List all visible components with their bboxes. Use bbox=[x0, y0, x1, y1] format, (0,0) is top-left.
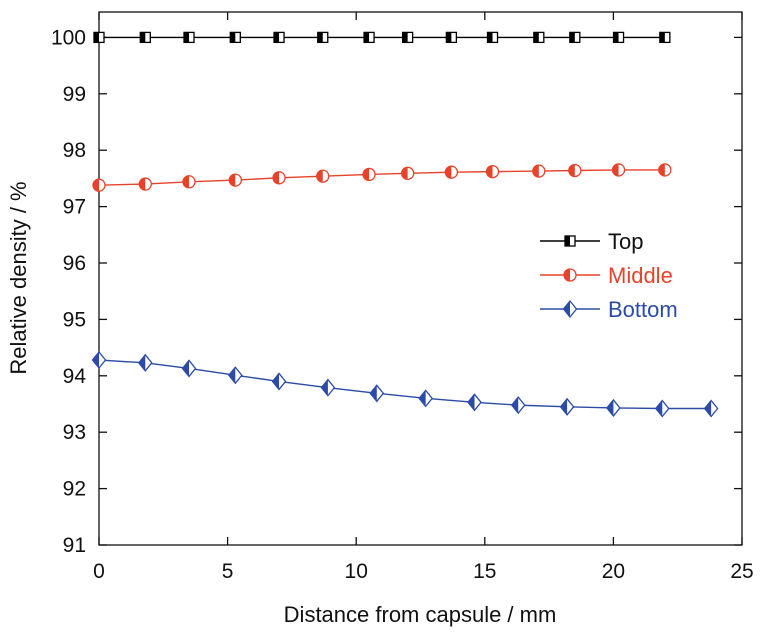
data-point-top bbox=[363, 31, 375, 44]
data-point-top bbox=[401, 31, 414, 44]
data-point-middle bbox=[568, 163, 582, 178]
data-point-middle bbox=[228, 173, 242, 187]
data-point-top bbox=[569, 31, 581, 44]
series-top bbox=[93, 31, 671, 44]
legend-item-bottom: Bottom bbox=[540, 297, 678, 322]
data-point-top bbox=[486, 31, 499, 44]
data-point-bottom bbox=[703, 399, 719, 418]
data-point-top bbox=[183, 31, 195, 44]
x-tick-label: 25 bbox=[730, 560, 753, 583]
y-tick-label: 93 bbox=[63, 421, 86, 444]
y-tick-label: 92 bbox=[63, 478, 86, 501]
data-point-top bbox=[317, 31, 329, 44]
data-point-bottom bbox=[369, 384, 385, 403]
legend-marker bbox=[563, 268, 577, 282]
legend-label: Middle bbox=[608, 263, 673, 288]
data-point-bottom bbox=[137, 353, 153, 372]
series-bottom bbox=[91, 350, 719, 418]
data-point-middle bbox=[532, 164, 546, 178]
data-point-middle bbox=[444, 165, 459, 179]
y-axis-title: Relative density / % bbox=[6, 181, 31, 374]
data-point-top bbox=[139, 31, 151, 44]
data-point-bottom bbox=[559, 397, 575, 416]
x-tick-label: 20 bbox=[602, 560, 625, 583]
y-tick-label: 97 bbox=[63, 196, 86, 219]
y-tick-label: 100 bbox=[51, 26, 86, 49]
data-point-middle bbox=[611, 163, 626, 177]
data-point-bottom bbox=[510, 396, 526, 415]
data-point-bottom bbox=[91, 350, 107, 370]
y-tick-label: 94 bbox=[63, 365, 87, 388]
series-middle bbox=[92, 163, 672, 192]
legend: Top Middle Bottom bbox=[540, 229, 678, 322]
data-point-middle bbox=[485, 164, 500, 179]
axis-ticks: 0 5 10 15 20 25 91 92 93 94 95 96 97 98 99 100 bbox=[51, 12, 754, 583]
data-point-bottom bbox=[418, 389, 433, 408]
data-point-top bbox=[533, 31, 545, 44]
data-point-bottom bbox=[606, 398, 621, 417]
data-point-middle bbox=[138, 177, 152, 191]
y-tick-label: 91 bbox=[63, 534, 86, 557]
data-point-top bbox=[445, 31, 458, 44]
data-point-middle bbox=[658, 163, 672, 177]
data-point-top bbox=[273, 31, 285, 44]
data-point-middle bbox=[316, 169, 330, 183]
data-point-top bbox=[612, 31, 625, 44]
plot-frame bbox=[98, 11, 743, 546]
y-tick-label: 99 bbox=[63, 83, 86, 106]
x-tick-label: 5 bbox=[222, 560, 234, 583]
data-point-middle bbox=[272, 171, 286, 185]
x-axis-title: Distance from capsule / mm bbox=[284, 602, 557, 627]
legend-marker bbox=[562, 299, 578, 319]
legend-marker bbox=[564, 235, 576, 247]
data-point-top bbox=[93, 31, 105, 44]
legend-label: Top bbox=[608, 229, 643, 254]
series-layer bbox=[91, 31, 719, 418]
series-line-bottom bbox=[98, 359, 712, 410]
y-tick-label: 95 bbox=[63, 308, 86, 331]
x-tick-label: 10 bbox=[345, 560, 368, 583]
data-point-middle bbox=[400, 166, 415, 180]
data-point-bottom bbox=[320, 378, 336, 397]
data-point-bottom bbox=[181, 359, 197, 378]
y-tick-label: 98 bbox=[63, 139, 86, 162]
data-point-bottom bbox=[227, 366, 243, 385]
data-point-top bbox=[229, 31, 241, 44]
data-point-bottom bbox=[271, 372, 287, 391]
y-tick-label: 96 bbox=[63, 252, 86, 275]
x-tick-label: 0 bbox=[93, 560, 105, 583]
data-point-bottom bbox=[654, 399, 670, 418]
data-point-top bbox=[659, 31, 671, 44]
legend-label: Bottom bbox=[608, 297, 678, 322]
legend-item-top: Top bbox=[540, 229, 643, 254]
data-point-middle bbox=[92, 178, 106, 192]
data-point-bottom bbox=[467, 393, 482, 412]
data-point-middle bbox=[182, 175, 196, 189]
data-point-middle bbox=[362, 167, 376, 182]
legend-item-middle: Middle bbox=[540, 263, 673, 288]
x-tick-label: 15 bbox=[473, 560, 496, 583]
